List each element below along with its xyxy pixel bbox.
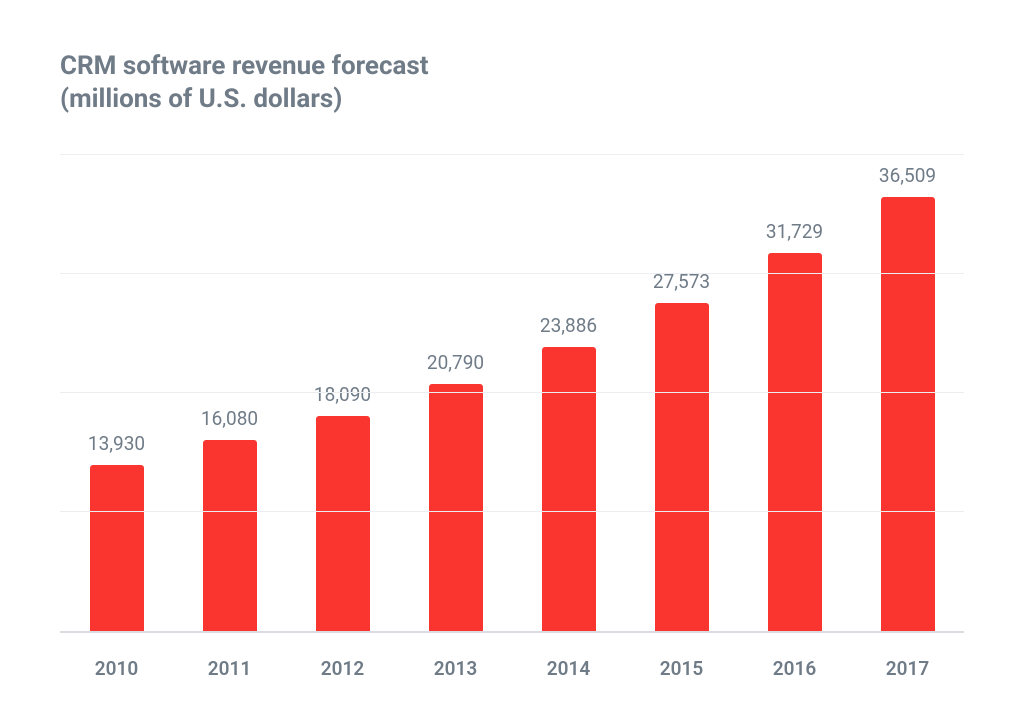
bar-slot: 20,790 [399, 155, 512, 631]
bar-slot: 27,573 [625, 155, 738, 631]
bar [881, 197, 935, 631]
x-axis: 20102011201220132014201520162017 [60, 633, 964, 680]
chart-title-line1: CRM software revenue forecast [60, 51, 429, 81]
bar [542, 347, 596, 631]
x-axis-label: 2013 [399, 657, 512, 680]
chart-title: CRM software revenue forecast (millions … [60, 50, 964, 115]
bars-group: 13,930 16,080 18,090 20,790 23,886 27,573 31,7… [60, 155, 964, 631]
x-axis-label: 2017 [851, 657, 964, 680]
bar [768, 253, 822, 631]
bar-slot: 23,886 [512, 155, 625, 631]
x-axis-label: 2014 [512, 657, 625, 680]
x-axis-label: 2016 [738, 657, 851, 680]
x-axis-label: 2011 [173, 657, 286, 680]
bar [316, 416, 370, 631]
chart-title-line2: (millions of U.S. dollars) [60, 84, 342, 114]
chart-container: CRM software revenue forecast (millions … [0, 0, 1024, 720]
bar-slot: 16,080 [173, 155, 286, 631]
bar-slot: 13,930 [60, 155, 173, 631]
grid-line [60, 273, 964, 274]
bar-value-label: 20,790 [427, 351, 484, 374]
grid-line [60, 154, 964, 155]
x-axis-label: 2010 [60, 657, 173, 680]
grid-line [60, 392, 964, 393]
bar [429, 384, 483, 631]
bar-chart: 13,930 16,080 18,090 20,790 23,886 27,573 31,7… [60, 155, 964, 680]
bar-slot: 18,090 [286, 155, 399, 631]
bar-value-label: 36,509 [879, 164, 936, 187]
x-axis-label: 2012 [286, 657, 399, 680]
bar [203, 440, 257, 631]
grid-line [60, 511, 964, 512]
bar [655, 303, 709, 631]
bar [90, 465, 144, 631]
bar-value-label: 31,729 [766, 220, 823, 243]
bar-value-label: 23,886 [540, 314, 597, 337]
plot-area: 13,930 16,080 18,090 20,790 23,886 27,573 31,7… [60, 155, 964, 633]
bar-value-label: 18,090 [314, 383, 371, 406]
bar-value-label: 13,930 [88, 432, 145, 455]
bar-value-label: 16,080 [201, 407, 258, 430]
bar-slot: 31,729 [738, 155, 851, 631]
bar-slot: 36,509 [851, 155, 964, 631]
x-axis-label: 2015 [625, 657, 738, 680]
